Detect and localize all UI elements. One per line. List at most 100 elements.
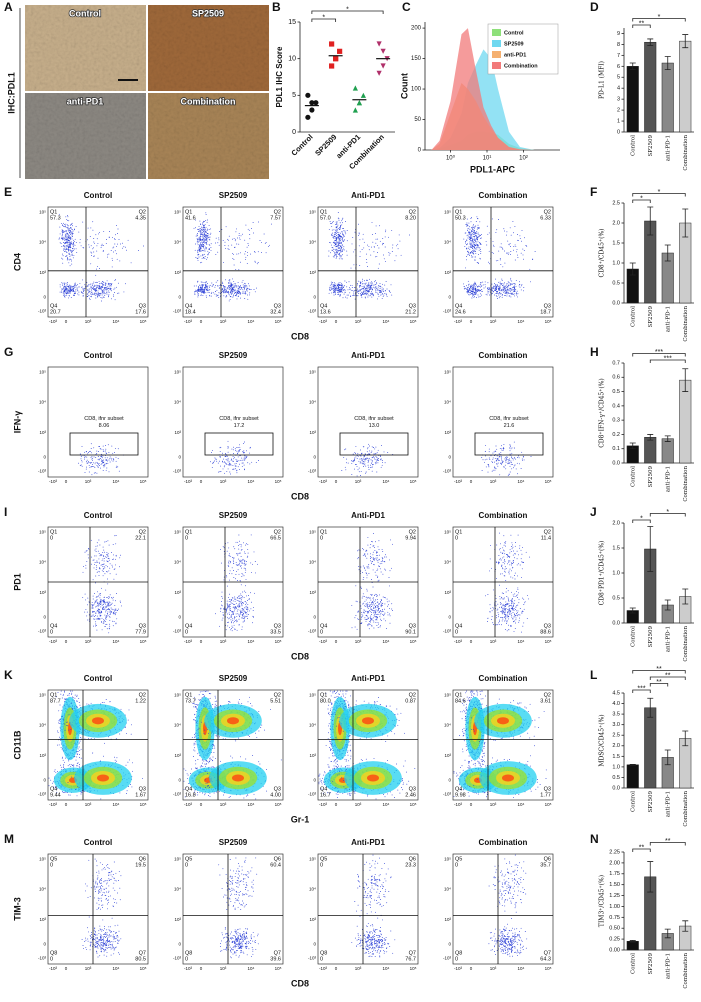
y-tick-label: 10³ — [309, 590, 316, 595]
x-tick-label: anti-PD-1 — [665, 135, 671, 161]
x-tick-label: -10³ — [49, 319, 58, 324]
event-dots — [328, 212, 348, 260]
quadrant-value: 33.5 — [270, 629, 281, 635]
y-tick-label: 10⁴ — [39, 722, 46, 727]
quadrant-value: 39.6 — [270, 956, 281, 962]
x-tick-label: 10⁴ — [113, 966, 120, 971]
quadrant-value: 17.6 — [135, 309, 146, 315]
quadrant-value: 20.7 — [50, 309, 61, 315]
x-tick-label: Combination — [683, 791, 689, 827]
quadrant-name: Q5 — [320, 856, 327, 862]
y-tick-label: 5 — [617, 75, 620, 81]
quadrant-name: Q4 — [320, 303, 327, 309]
y-tick-label: 50 — [414, 117, 421, 123]
y-tick-label: 10⁴ — [39, 239, 46, 244]
quadrant-name: Q4 — [455, 786, 462, 792]
x-tick-label: 10⁵ — [140, 319, 147, 324]
error-bar — [647, 697, 654, 718]
y-tick-label: 0 — [448, 454, 451, 459]
y-tick-label: -10³ — [308, 629, 317, 634]
quadrant-value: 5.51 — [270, 698, 281, 704]
quadrant-value: 0 — [50, 535, 53, 541]
event-dots — [74, 278, 126, 302]
y-tick-label: 9 — [617, 31, 620, 37]
bar — [626, 764, 639, 789]
quadrant-value: 57.3 — [50, 215, 61, 221]
quadrant-name: Q1 — [50, 529, 57, 535]
plot-title: Anti-PD1 — [351, 674, 385, 683]
event-dots — [193, 212, 212, 264]
x-tick-label: anti-PD-1 — [665, 791, 671, 817]
data-point — [380, 63, 386, 69]
x-tick-label: 0 — [470, 479, 473, 484]
y-tick-label: 0.0 — [612, 460, 620, 466]
event-dots — [488, 923, 528, 957]
y-axis-label: IFN-γ — [12, 411, 22, 434]
y-tick-label: 0 — [313, 614, 316, 619]
data-point — [329, 63, 335, 69]
quadrant-value: 18.7 — [540, 309, 551, 315]
x-tick-label: -10³ — [184, 319, 193, 324]
quadrant-name: Q1 — [455, 209, 462, 215]
plot-title: Combination — [479, 838, 528, 847]
plot-title: Combination — [479, 511, 528, 520]
significance-label: ** — [639, 844, 645, 851]
quadrant-value: 1.67 — [135, 792, 146, 798]
data-point — [380, 48, 386, 54]
quadrant-name: Q4 — [50, 623, 57, 629]
quadrant-name: Q1 — [185, 692, 192, 698]
y-tick-label: 10³ — [309, 917, 316, 922]
legend-label: anti-PD1 — [504, 52, 526, 58]
y-tick-label: 10⁵ — [39, 370, 46, 375]
y-tick-label: 10⁵ — [444, 210, 451, 215]
y-tick-label: 10³ — [39, 270, 46, 275]
quadrant-value: 1.22 — [135, 698, 146, 704]
y-tick-label: 0 — [178, 614, 181, 619]
panel-letter: K — [4, 668, 13, 682]
quadrant-value: 87.7 — [50, 698, 61, 704]
y-tick-label: 0.75 — [609, 915, 620, 921]
quadrant-value: 0 — [50, 956, 53, 962]
quadrant-value: 9.94 — [405, 535, 416, 541]
bar — [679, 40, 692, 133]
error-bar — [647, 861, 654, 893]
y-tick-label: 200 — [411, 26, 422, 32]
quadrant-value: 0 — [320, 862, 323, 868]
data-point — [352, 107, 358, 113]
quadrant-name: Q3 — [409, 303, 416, 309]
x-tick-label: 10³ — [220, 802, 227, 807]
event-dots — [340, 278, 393, 300]
quadrant-value: 11.4 — [541, 535, 551, 541]
x-tick-label: 10³ — [355, 479, 362, 484]
error-bar — [647, 38, 654, 46]
y-tick-label: 0 — [448, 614, 451, 619]
x-tick-label: 10⁵ — [545, 319, 552, 324]
x-tick-label: 10⁵ — [140, 802, 147, 807]
event-dots — [81, 924, 122, 958]
x-tick-label: -10³ — [319, 639, 328, 644]
x-tick-label: -10³ — [184, 639, 193, 644]
x-tick-label: -10³ — [454, 802, 463, 807]
quadrant-name: Q2 — [139, 209, 146, 215]
x-tick-label: 10⁵ — [410, 479, 417, 484]
data-point — [305, 92, 311, 98]
y-tick-label: 1.0 — [612, 260, 620, 266]
x-tick-label: anti-PD-1 — [665, 626, 671, 652]
y-tick-label: 10⁴ — [309, 886, 316, 891]
x-tick-label: Control — [289, 132, 314, 157]
y-tick-label: 10⁴ — [174, 886, 181, 891]
event-dots — [59, 282, 78, 299]
event-dots — [78, 443, 124, 476]
y-tick-label: 0 — [43, 294, 46, 299]
significance-label: *** — [637, 685, 645, 692]
panel-letter: D — [590, 0, 599, 14]
x-tick-label: 0 — [200, 319, 203, 324]
y-tick-label: 10⁴ — [174, 399, 181, 404]
error-bar — [629, 607, 636, 614]
x-tick-label: 10⁴ — [248, 479, 255, 484]
y-tick-label: 10⁵ — [444, 370, 451, 375]
y-tick-label: 0.50 — [609, 926, 620, 932]
y-tick-label: 10⁴ — [309, 722, 316, 727]
error-bar — [682, 730, 689, 747]
x-axis-label: CD8 — [291, 331, 309, 341]
